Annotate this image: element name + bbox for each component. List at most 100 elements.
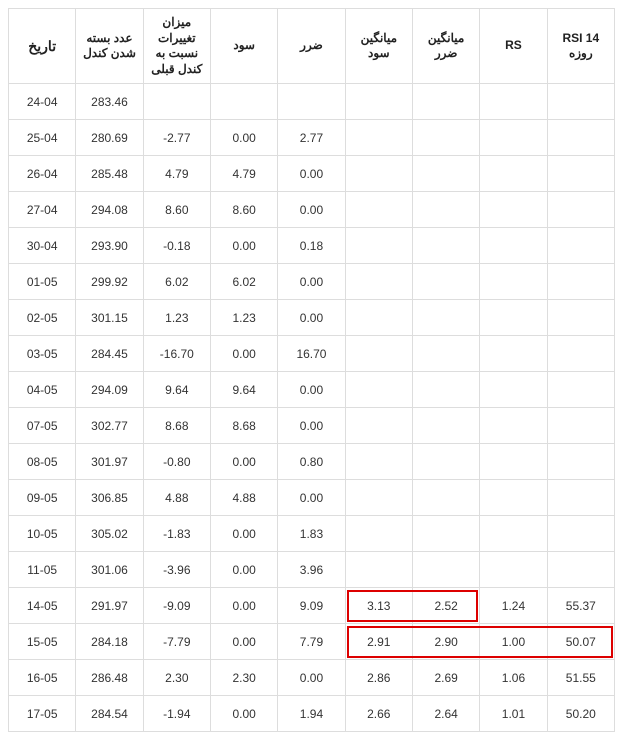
table-cell: 9.64: [143, 372, 210, 408]
table-cell: 1.23: [210, 300, 277, 336]
table-cell: 04-05: [9, 372, 76, 408]
table-cell: [412, 300, 479, 336]
table-cell: 25-04: [9, 120, 76, 156]
table-cell: 0.00: [210, 696, 277, 732]
table-cell: 1.24: [480, 588, 547, 624]
table-cell: [480, 480, 547, 516]
table-cell: 3.96: [278, 552, 345, 588]
column-header: سود: [210, 9, 277, 84]
table-row: 08-05301.97-0.800.000.80: [9, 444, 615, 480]
column-header: میزان تغییرات نسبت به کندل قبلی: [143, 9, 210, 84]
table-cell: 16-05: [9, 660, 76, 696]
table-cell: 2.69: [412, 660, 479, 696]
table-row: 10-05305.02-1.830.001.83: [9, 516, 615, 552]
table-cell: [412, 84, 479, 120]
table-cell: 03-05: [9, 336, 76, 372]
table-cell: [412, 228, 479, 264]
table-cell: 6.02: [143, 264, 210, 300]
table-cell: 9.64: [210, 372, 277, 408]
table-cell: [480, 192, 547, 228]
table-cell: 294.08: [76, 192, 143, 228]
table-row: 09-05306.854.884.880.00: [9, 480, 615, 516]
table-cell: [547, 336, 614, 372]
table-cell: -1.83: [143, 516, 210, 552]
table-cell: 0.00: [278, 192, 345, 228]
table-cell: [412, 480, 479, 516]
table-cell: [345, 408, 412, 444]
table-cell: 24-04: [9, 84, 76, 120]
table-row: 24-04283.46: [9, 84, 615, 120]
table-cell: [345, 444, 412, 480]
table-cell: -9.09: [143, 588, 210, 624]
table-cell: 299.92: [76, 264, 143, 300]
table-cell: 2.30: [210, 660, 277, 696]
table-row: 16-05286.482.302.300.002.862.691.0651.55: [9, 660, 615, 696]
table-cell: 2.30: [143, 660, 210, 696]
table-cell: [345, 192, 412, 228]
table-cell: -1.94: [143, 696, 210, 732]
table-row: 30-04293.90-0.180.000.18: [9, 228, 615, 264]
table-cell: 0.00: [210, 120, 277, 156]
table-cell: 293.90: [76, 228, 143, 264]
table-cell: 0.00: [210, 336, 277, 372]
table-cell: 02-05: [9, 300, 76, 336]
table-cell: 2.91: [345, 624, 412, 660]
table-cell: [547, 120, 614, 156]
column-header: RSI 14 روزه: [547, 9, 614, 84]
table-cell: -3.96: [143, 552, 210, 588]
table-cell: [345, 156, 412, 192]
table-cell: 283.46: [76, 84, 143, 120]
column-header: عدد بسته شدن کندل: [76, 9, 143, 84]
table-cell: [345, 300, 412, 336]
table-cell: 11-05: [9, 552, 76, 588]
table-cell: 50.20: [547, 696, 614, 732]
table-cell: 8.60: [143, 192, 210, 228]
table-row: 03-05284.45-16.700.0016.70: [9, 336, 615, 372]
table-cell: 4.88: [210, 480, 277, 516]
table-cell: 0.00: [210, 552, 277, 588]
table-cell: 294.09: [76, 372, 143, 408]
table-row: 07-05302.778.688.680.00: [9, 408, 615, 444]
table-cell: 2.86: [345, 660, 412, 696]
table-cell: [345, 84, 412, 120]
table-cell: 17-05: [9, 696, 76, 732]
table-cell: 305.02: [76, 516, 143, 552]
table-cell: [345, 336, 412, 372]
table-cell: 0.00: [210, 624, 277, 660]
table-cell: [412, 408, 479, 444]
table-cell: [345, 264, 412, 300]
table-cell: [547, 192, 614, 228]
table-cell: 1.83: [278, 516, 345, 552]
table-cell: [412, 444, 479, 480]
table-cell: [412, 552, 479, 588]
table-cell: 14-05: [9, 588, 76, 624]
table-row: 15-05284.18-7.790.007.792.912.901.0050.0…: [9, 624, 615, 660]
table-cell: 08-05: [9, 444, 76, 480]
table-cell: -2.77: [143, 120, 210, 156]
table-row: 02-05301.151.231.230.00: [9, 300, 615, 336]
table-cell: [547, 480, 614, 516]
table-row: 17-05284.54-1.940.001.942.662.641.0150.2…: [9, 696, 615, 732]
table-cell: [412, 264, 479, 300]
table-cell: [547, 228, 614, 264]
table-cell: 26-04: [9, 156, 76, 192]
table-cell: 0.00: [278, 372, 345, 408]
table-cell: [210, 84, 277, 120]
table-cell: 16.70: [278, 336, 345, 372]
table-cell: 306.85: [76, 480, 143, 516]
table-cell: [480, 264, 547, 300]
table-cell: 07-05: [9, 408, 76, 444]
table-cell: 15-05: [9, 624, 76, 660]
table-cell: 4.79: [143, 156, 210, 192]
table-cell: [480, 552, 547, 588]
table-cell: [412, 120, 479, 156]
table-cell: 0.00: [210, 444, 277, 480]
table-cell: 291.97: [76, 588, 143, 624]
table-cell: [547, 156, 614, 192]
table-cell: [480, 84, 547, 120]
table-cell: [480, 120, 547, 156]
table-cell: 8.68: [210, 408, 277, 444]
table-cell: 284.54: [76, 696, 143, 732]
table-cell: 285.48: [76, 156, 143, 192]
table-cell: 1.94: [278, 696, 345, 732]
